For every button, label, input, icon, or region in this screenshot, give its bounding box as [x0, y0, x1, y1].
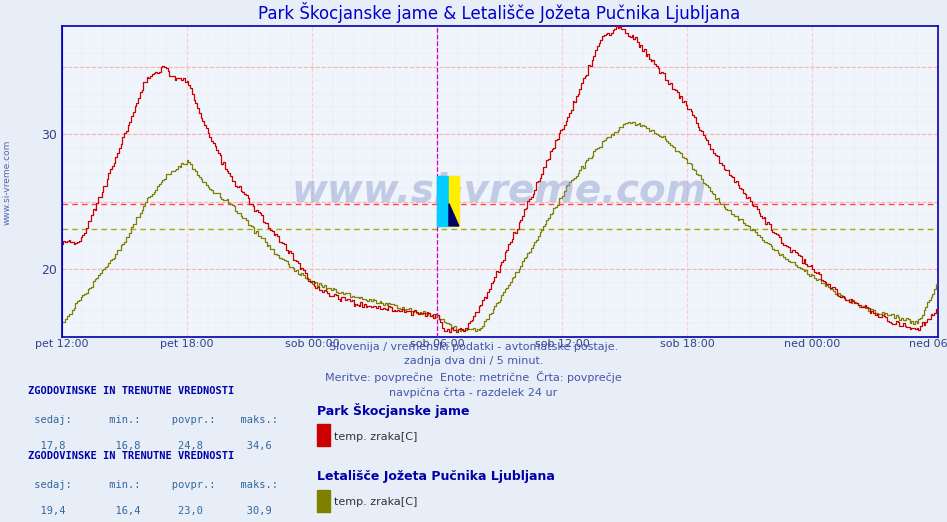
Text: ZGODOVINSKE IN TRENUTNE VREDNOSTI: ZGODOVINSKE IN TRENUTNE VREDNOSTI — [28, 452, 235, 461]
Text: temp. zraka[C]: temp. zraka[C] — [334, 497, 418, 507]
Text: Letališče Jožeta Pučnika Ljubljana: Letališče Jožeta Pučnika Ljubljana — [317, 470, 555, 483]
Text: ZGODOVINSKE IN TRENUTNE VREDNOSTI: ZGODOVINSKE IN TRENUTNE VREDNOSTI — [28, 386, 235, 396]
Text: 19,4        16,4      23,0       30,9: 19,4 16,4 23,0 30,9 — [28, 506, 272, 516]
Text: Park Škocjanske jame: Park Škocjanske jame — [317, 403, 470, 418]
Text: temp. zraka[C]: temp. zraka[C] — [334, 432, 418, 442]
Text: sedaj:      min.:     povpr.:    maks.:: sedaj: min.: povpr.: maks.: — [28, 480, 278, 490]
Text: Slovenija / vremenski podatki - avtomatske postaje.
zadnja dva dni / 5 minut.
Me: Slovenija / vremenski podatki - avtomats… — [325, 342, 622, 398]
Text: www.si-vreme.com: www.si-vreme.com — [292, 172, 707, 210]
Text: sedaj:      min.:     povpr.:    maks.:: sedaj: min.: povpr.: maks.: — [28, 415, 278, 425]
Title: Park Škocjanske jame & Letališče Jožeta Pučnika Ljubljana: Park Škocjanske jame & Letališče Jožeta … — [259, 2, 741, 23]
Text: www.si-vreme.com: www.si-vreme.com — [3, 140, 12, 226]
Text: 17,8        16,8      24,8       34,6: 17,8 16,8 24,8 34,6 — [28, 441, 272, 451]
